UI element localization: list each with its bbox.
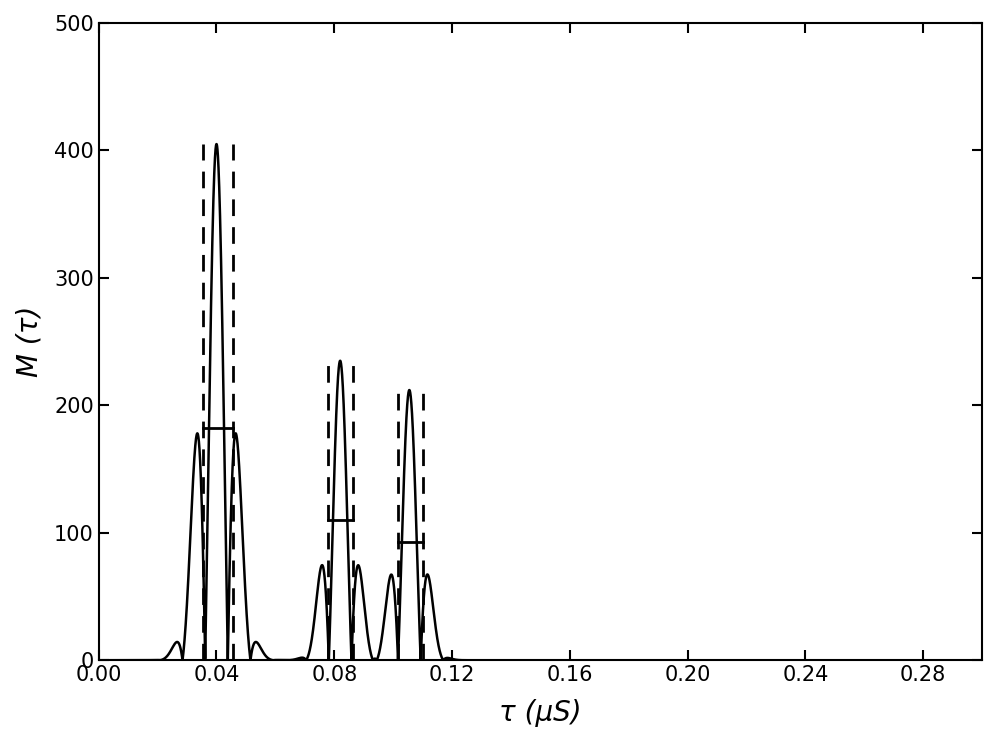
X-axis label: τ (μS): τ (μS)	[499, 699, 581, 727]
Y-axis label: M (τ): M (τ)	[15, 306, 43, 378]
